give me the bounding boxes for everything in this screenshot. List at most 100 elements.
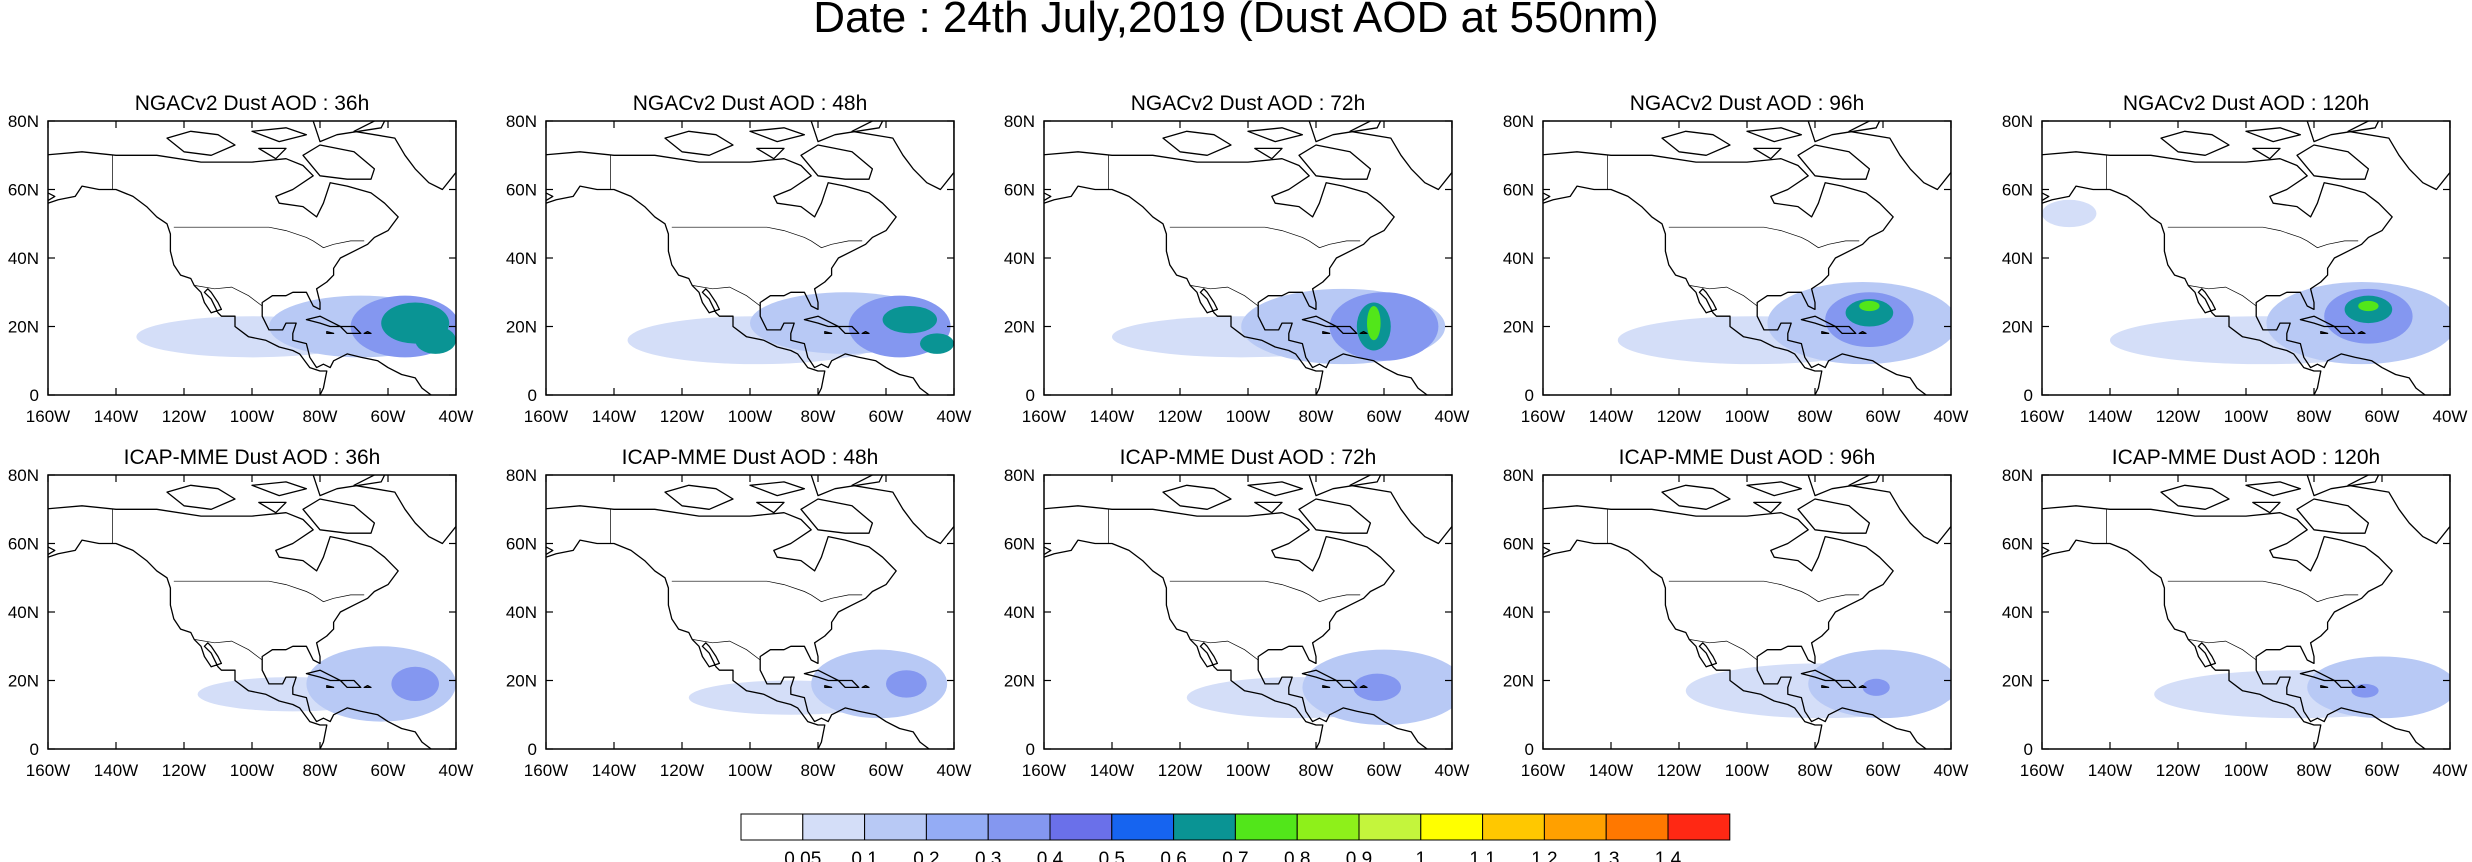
colorbar-label: 0.4 [1037,849,1064,862]
colorbar-label: 1.3 [1593,849,1619,862]
colorbar-box [1605,813,1669,841]
lon-tick-label: 80W [801,761,836,780]
coastline [1821,330,1830,335]
coastline [2042,151,2427,395]
lat-tick-label: 60N [1503,535,1534,554]
lat-tick-label: 80N [1004,466,1035,485]
coastline [2306,475,2380,497]
lat-tick-label: 80N [8,112,39,131]
lon-tick-label: 40W [937,761,972,780]
lon-tick-label: 120W [1657,407,1701,426]
coastline [2357,684,2366,689]
coastline [48,505,433,749]
lat-tick-label: 20N [506,318,537,337]
colorbar-box [864,813,927,841]
lat-tick-label: 40N [8,249,39,268]
coastline [756,147,785,160]
map-panel: ICAP-MME Dust AOD : 48h 160W 140W 120W 100W 8… [506,446,972,780]
panel-title: ICAP-MME Dust AOD : 48h [622,446,879,469]
coastline [2333,679,2356,689]
coastline [1834,325,1857,335]
coastline [1661,130,1731,156]
lat-tick-label: 20N [2002,672,2033,691]
lon-tick-label: 60W [869,407,904,426]
lon-tick-label: 40W [439,761,474,780]
lat-tick-label: 80N [1503,112,1534,131]
lon-tick-label: 40W [439,407,474,426]
coastline [1746,481,1803,497]
lon-tick-label: 40W [937,407,972,426]
lat-tick-label: 0 [30,740,39,759]
map-panels: NGACv2 Dust AOD : 36h 160W 140W 120W 100W 80W… [8,92,2468,780]
coastline [2333,325,2356,335]
map-panel: NGACv2 Dust AOD : 72h 160W 140W 120W 100W 80W… [1004,92,1470,426]
lat-tick-label: 40N [1004,603,1035,622]
aod-plume [1367,305,1381,341]
colorbar-box [1049,813,1113,841]
coastline [363,330,372,335]
map-panel: NGACv2 Dust AOD : 36h 160W 140W 120W 100W 80W… [8,92,474,426]
map-panel: NGACv2 Dust AOD : 96h 160W 140W 120W 100W 80W… [1503,92,1969,426]
lon-tick-label: 120W [1158,407,1202,426]
lon-tick-label: 120W [162,407,206,426]
lat-tick-label: 80N [2002,112,2033,131]
panel-title: ICAP-MME Dust AOD : 36h [124,446,381,469]
coastline [2252,501,2281,514]
lon-tick-label: 120W [660,761,704,780]
coastline [800,144,874,180]
lat-tick-label: 80N [1503,466,1534,485]
coastline [1753,147,1782,160]
aod-plume [306,646,456,722]
colorbar-label: 0.6 [1160,849,1186,862]
coastline [1308,121,1382,143]
lat-tick-label: 60N [2002,181,2033,200]
country-border [173,226,365,249]
lat-tick-label: 40N [506,249,537,268]
coastline [1848,121,1951,191]
lat-tick-label: 0 [1525,386,1534,405]
lon-tick-label: 160W [2020,407,2064,426]
lon-tick-label: 160W [524,407,568,426]
coastline [1753,501,1782,514]
coastline [1807,475,1881,497]
aod-plume [886,670,927,698]
panel-title: ICAP-MME Dust AOD : 72h [1120,446,1377,469]
coastline [1797,498,1871,534]
aod-plume [391,666,440,702]
coastline [2320,684,2329,689]
aod-plume [2351,683,2379,698]
panel-title: NGACv2 Dust AOD : 120h [2123,92,2369,115]
coastline [353,121,456,191]
coastline [1746,127,1803,143]
lon-tick-label: 140W [1090,407,1134,426]
colorbar-box [1667,813,1731,841]
lon-tick-label: 140W [592,407,636,426]
lat-tick-label: 80N [2002,466,2033,485]
coastline [1298,498,1372,534]
panel-title: NGACv2 Dust AOD : 36h [135,92,370,115]
coastline [1661,484,1731,510]
coastline [546,505,931,749]
lat-tick-label: 40N [2002,249,2033,268]
coastline [353,475,456,545]
coastline [664,484,734,510]
colorbar-label: 1 [1416,849,1427,862]
map-panel: ICAP-MME Dust AOD : 72h 160W 140W 120W 100W 8… [1004,446,1470,780]
aod-plume [2042,199,2097,228]
coastline [251,127,308,143]
lon-tick-label: 40W [1934,407,1969,426]
map-panel: NGACv2 Dust AOD : 48h 160W 140W 120W 100W 80W… [506,92,972,426]
lon-tick-label: 80W [303,407,338,426]
lat-tick-label: 40N [1004,249,1035,268]
lon-tick-label: 140W [1090,761,1134,780]
coastline [1044,505,1429,749]
coastline [1821,684,1830,689]
lon-tick-label: 160W [26,761,70,780]
aod-plume [1353,673,1401,702]
coastline [756,501,785,514]
lon-tick-label: 100W [2224,407,2268,426]
lon-tick-label: 120W [1158,761,1202,780]
colorbar-box [1420,813,1484,841]
coastline [2245,481,2302,497]
